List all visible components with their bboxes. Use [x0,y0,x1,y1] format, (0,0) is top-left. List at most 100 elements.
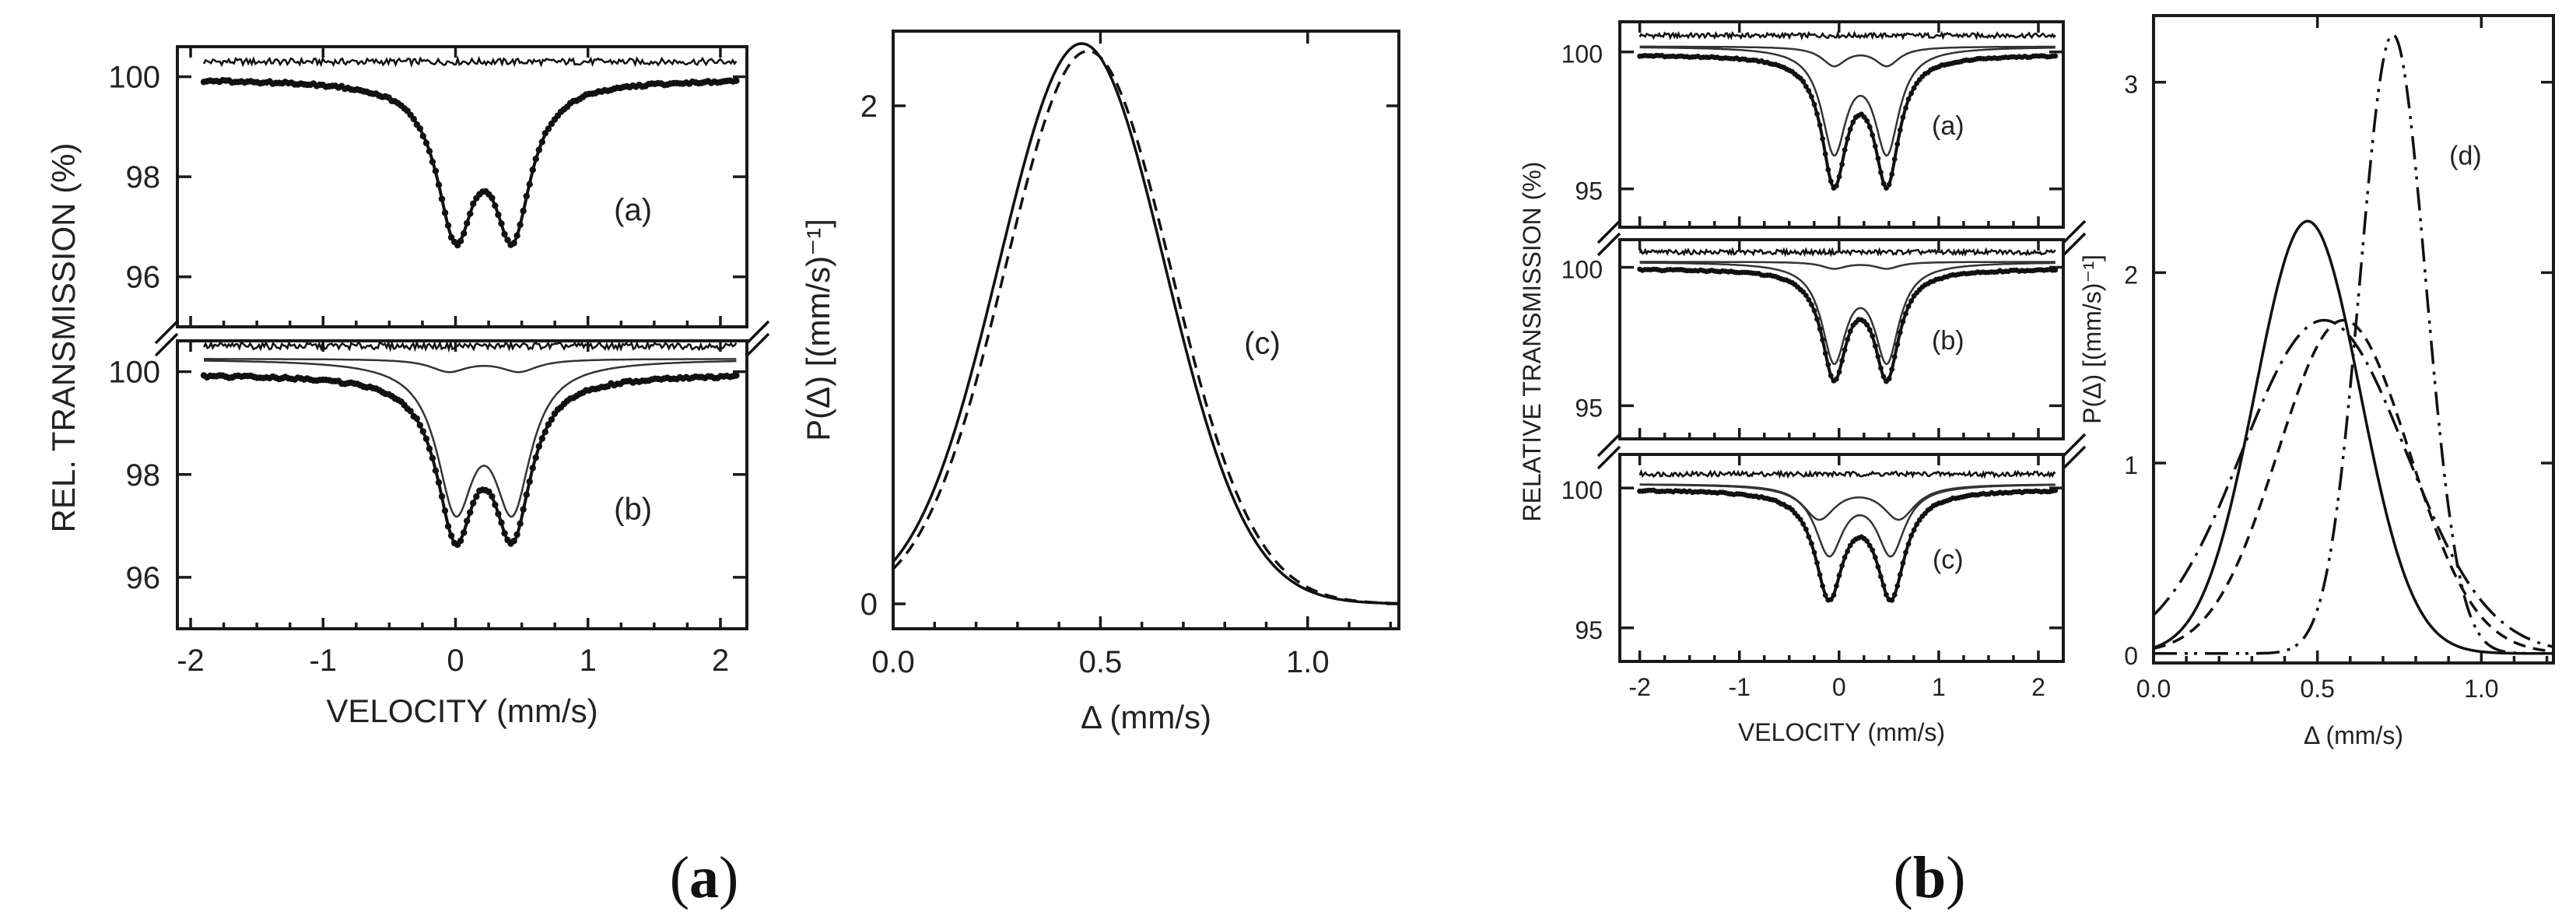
data-point [1872,554,1878,560]
data-point [1817,122,1823,128]
panel-annotation: (a) [614,193,652,227]
residual-line [1638,247,2056,258]
y-tick-label: 0 [860,588,878,622]
y-tick-label: 95 [1575,177,1603,205]
y-tick-label: 3 [2124,71,2138,99]
data-point [2052,53,2059,59]
data-point [461,230,468,237]
y-tick-label: 2 [2124,261,2138,289]
data-point [1825,362,1831,368]
data-point [548,416,556,423]
data-point [1861,114,1867,120]
x-tick-label: 0.0 [2136,675,2171,703]
data-point [1870,333,1876,339]
data-point [1872,143,1878,149]
y-tick-label: 100 [1561,256,1603,284]
data-point [1836,369,1842,375]
data-point [435,181,443,188]
fit-line [1639,489,2056,602]
y-tick-label: 98 [126,160,161,195]
component-line [1639,45,2056,68]
data-point [1836,174,1842,180]
data-point [1914,521,1920,528]
x-axis-label: VELOCITY (mm/s) [1738,718,1945,746]
data-point [1839,161,1845,167]
data-point [1834,376,1839,382]
x-axis-label: VELOCITY (mm/s) [326,693,598,729]
data-point [489,195,496,202]
residual-line [202,55,738,68]
data-point [419,132,426,140]
panel-annotation: (c) [1933,545,1964,574]
axis-break-left [1596,433,1621,470]
data-point [1842,347,1848,353]
x-tick-label: 1.0 [2464,675,2498,703]
x-tick-label: 2 [2031,673,2045,701]
data-point [501,230,508,238]
data-point [1889,367,1895,372]
axis-break-right [745,320,770,357]
data-point [1897,127,1903,133]
data-point [410,115,417,123]
data-point [1811,549,1817,556]
data-point [1822,350,1828,356]
spectrum-panel: 95 100 (a) [1561,20,2087,257]
data-point [1845,336,1851,342]
x-tick-label: 1 [580,644,597,678]
data-point [1894,141,1901,147]
data-point [1916,517,1922,523]
y-axis-label: RELATIVE TRANSMISSION (%) [1518,162,1546,522]
data-point [1903,549,1908,556]
data-point [492,501,499,508]
data-point [1870,547,1876,553]
data-point [1809,93,1814,100]
data-point [1847,542,1853,549]
data-point [1842,554,1848,560]
panel-frame [176,45,748,328]
data-point [438,195,446,202]
data-point [1806,534,1812,540]
data-point [1864,118,1870,124]
caption-b: (b) [1894,845,1966,910]
data-point [470,500,477,507]
data-point [501,530,508,537]
data-point [1875,353,1881,360]
component-line [1639,483,2056,521]
x-axis-label: Δ (mm/s) [1081,699,1211,735]
data-point [1814,316,1820,322]
data-point [1811,308,1817,314]
data-point [461,529,468,536]
x-tick-label: -1 [309,644,337,678]
data-point [513,232,520,239]
data-point [1891,156,1898,162]
component-line [1639,261,2056,366]
data-point [1831,592,1837,598]
panel-frame [1618,238,2065,440]
data-point [520,207,527,215]
data-point [1903,105,1908,111]
data-point [529,465,536,472]
data-point [1911,527,1917,533]
fit-line [1639,54,2056,190]
data-point [432,167,440,174]
fit-line [204,79,737,247]
y-tick-label: 95 [1575,394,1603,422]
data-point [1878,170,1884,175]
data-point [1878,574,1884,580]
component-line [1639,261,2056,270]
data-point [438,493,446,500]
y-tick-label: 100 [108,356,160,390]
spectrum-panel: 95 100 (b) [1561,238,2087,470]
series-line-solid [892,42,1399,605]
data-point [1803,293,1809,298]
data-point [473,493,480,500]
component-line [204,358,737,374]
plot-frame [892,30,1400,630]
data-point [457,237,464,244]
data-point [464,517,471,524]
y-axis-label: P(Δ) [(mm/s)⁻¹] [800,219,836,441]
data-point [1828,597,1834,602]
data-point [1900,318,1906,324]
series-line-dash-dot [2152,318,2554,649]
data-point [1820,583,1826,589]
